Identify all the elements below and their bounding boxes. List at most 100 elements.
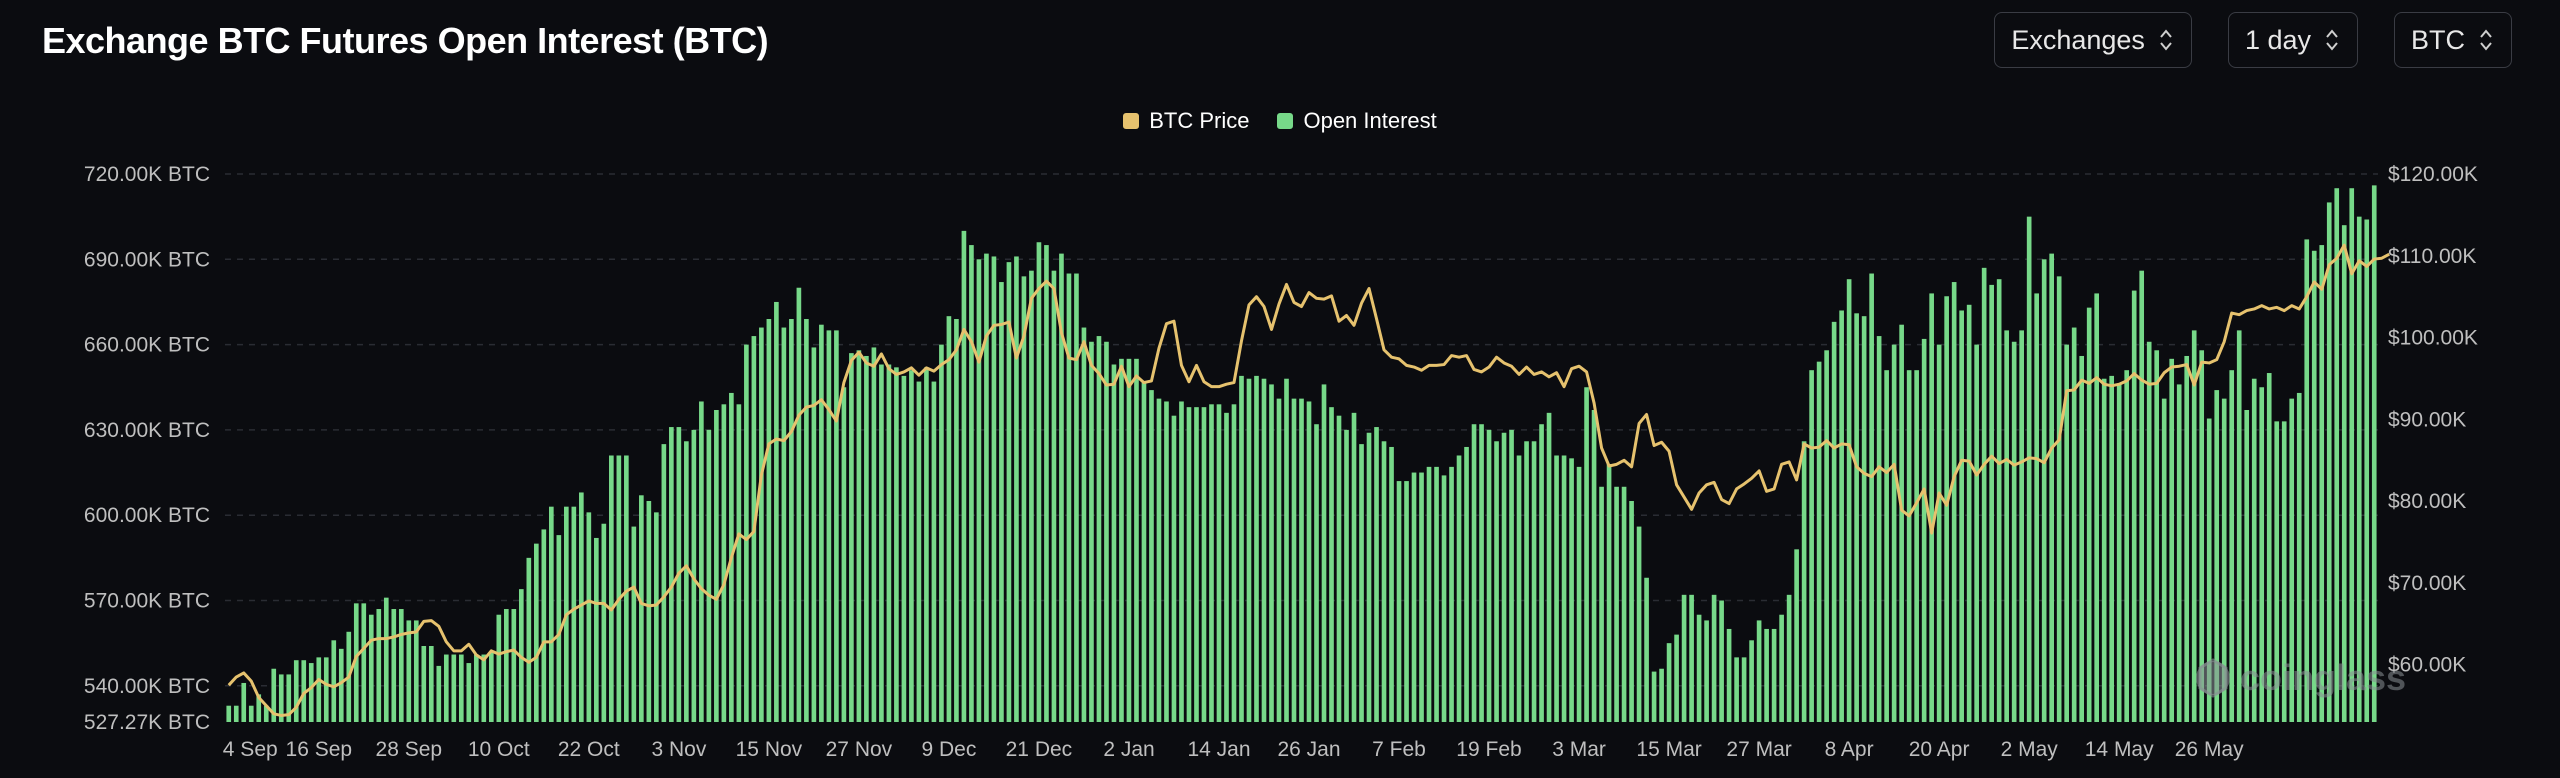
open-interest-bar[interactable] bbox=[488, 651, 494, 722]
open-interest-bar[interactable] bbox=[811, 347, 817, 722]
open-interest-bar[interactable] bbox=[2056, 276, 2062, 722]
open-interest-bar[interactable] bbox=[789, 319, 794, 722]
open-interest-bar[interactable] bbox=[473, 654, 479, 722]
open-interest-bar[interactable] bbox=[1216, 404, 1222, 722]
open-interest-bar[interactable] bbox=[526, 557, 532, 722]
open-interest-bar[interactable] bbox=[1681, 594, 1687, 722]
open-interest-bar[interactable] bbox=[1711, 594, 1717, 722]
open-interest-bar[interactable] bbox=[2071, 327, 2077, 722]
open-interest-bar[interactable] bbox=[1644, 577, 1649, 722]
open-interest-bar[interactable] bbox=[586, 512, 592, 722]
open-interest-bar[interactable] bbox=[1284, 378, 1289, 722]
open-interest-bar[interactable] bbox=[1096, 336, 1102, 722]
open-interest-bar[interactable] bbox=[368, 614, 374, 722]
open-interest-bar[interactable] bbox=[1494, 441, 1499, 722]
open-interest-bar[interactable] bbox=[796, 287, 802, 722]
open-interest-bar[interactable] bbox=[233, 705, 239, 722]
open-interest-bar[interactable] bbox=[1659, 668, 1664, 722]
open-interest-bar[interactable] bbox=[1419, 472, 1424, 722]
open-interest-bar[interactable] bbox=[1704, 620, 1709, 722]
open-interest-bar[interactable] bbox=[1786, 594, 1792, 722]
open-interest-bar[interactable] bbox=[2101, 378, 2107, 722]
open-interest-bar[interactable] bbox=[2041, 259, 2047, 722]
open-interest-bar[interactable] bbox=[1104, 341, 1109, 722]
open-interest-bar[interactable] bbox=[1231, 404, 1237, 722]
open-interest-bar[interactable] bbox=[1366, 432, 1372, 722]
open-interest-bar[interactable] bbox=[466, 663, 472, 722]
open-interest-bar[interactable] bbox=[1861, 316, 1867, 722]
open-interest-bar[interactable] bbox=[2131, 290, 2137, 722]
open-interest-bar[interactable] bbox=[1291, 398, 1297, 722]
open-interest-bar[interactable] bbox=[1921, 338, 1927, 722]
open-interest-bar[interactable] bbox=[1516, 455, 1522, 722]
open-interest-bar[interactable] bbox=[1876, 336, 1882, 722]
open-interest-bar[interactable] bbox=[849, 353, 854, 722]
open-interest-bar[interactable] bbox=[1951, 282, 1957, 722]
open-interest-bar[interactable] bbox=[241, 682, 247, 722]
open-interest-bar[interactable] bbox=[1119, 358, 1124, 722]
open-interest-bar[interactable] bbox=[2341, 225, 2347, 722]
open-interest-bar[interactable] bbox=[1869, 273, 1874, 722]
open-interest-bar[interactable] bbox=[2064, 344, 2069, 722]
open-interest-bar[interactable] bbox=[2274, 421, 2280, 722]
open-interest-bar[interactable] bbox=[293, 660, 299, 722]
open-interest-bar[interactable] bbox=[1726, 628, 1732, 722]
open-interest-bar[interactable] bbox=[1164, 401, 1169, 722]
open-interest-bar[interactable] bbox=[1764, 628, 1769, 722]
open-interest-bar[interactable] bbox=[2154, 350, 2160, 722]
open-interest-bar[interactable] bbox=[1464, 446, 1469, 722]
open-interest-bar[interactable] bbox=[2236, 330, 2242, 722]
open-interest-bar[interactable] bbox=[1066, 273, 1072, 722]
open-interest-bar[interactable] bbox=[2176, 384, 2182, 722]
open-interest-bar[interactable] bbox=[901, 375, 907, 722]
open-interest-bar[interactable] bbox=[1621, 486, 1627, 722]
open-interest-bar[interactable] bbox=[316, 657, 322, 722]
open-interest-bar[interactable] bbox=[1839, 310, 1844, 722]
open-interest-bar[interactable] bbox=[1261, 378, 1267, 722]
open-interest-bar[interactable] bbox=[1306, 401, 1312, 722]
open-interest-bar[interactable] bbox=[1134, 358, 1139, 722]
open-interest-bar[interactable] bbox=[308, 663, 314, 722]
open-interest-bar[interactable] bbox=[2281, 421, 2287, 722]
open-interest-bar[interactable] bbox=[1989, 284, 1994, 722]
open-interest-bar[interactable] bbox=[736, 404, 742, 722]
open-interest-bar[interactable] bbox=[819, 324, 824, 722]
open-interest-bar[interactable] bbox=[699, 401, 704, 722]
open-interest-bar[interactable] bbox=[1584, 387, 1589, 722]
open-interest-bar[interactable] bbox=[1479, 424, 1484, 722]
open-interest-bar[interactable] bbox=[451, 654, 457, 722]
open-interest-bar[interactable] bbox=[1831, 321, 1837, 722]
open-interest-bar[interactable] bbox=[2019, 330, 2024, 722]
open-interest-bar[interactable] bbox=[706, 429, 712, 722]
open-interest-bar[interactable] bbox=[2146, 341, 2152, 722]
open-interest-bar[interactable] bbox=[1944, 296, 1949, 722]
open-interest-bar[interactable] bbox=[361, 603, 367, 722]
open-interest-bar[interactable] bbox=[1059, 253, 1064, 723]
open-interest-bar[interactable] bbox=[1224, 412, 1229, 722]
open-interest-bar[interactable] bbox=[1239, 375, 1244, 722]
open-interest-bar[interactable] bbox=[714, 410, 719, 722]
open-interest-bar[interactable] bbox=[1749, 640, 1754, 722]
btc-price-line[interactable] bbox=[227, 243, 2390, 717]
open-interest-bar[interactable] bbox=[1591, 410, 1597, 722]
open-interest-bar[interactable] bbox=[759, 327, 764, 722]
open-interest-bar[interactable] bbox=[2109, 375, 2115, 722]
open-interest-bar[interactable] bbox=[1531, 441, 1537, 722]
open-interest-bar[interactable] bbox=[1299, 398, 1304, 722]
open-interest-bar[interactable] bbox=[1014, 256, 1019, 722]
open-interest-bar[interactable] bbox=[271, 668, 277, 722]
open-interest-bar[interactable] bbox=[1486, 429, 1492, 722]
open-interest-bar[interactable] bbox=[301, 660, 307, 722]
open-interest-bar[interactable] bbox=[1141, 381, 1147, 722]
open-interest-bar[interactable] bbox=[1269, 384, 1274, 722]
open-interest-bar[interactable] bbox=[1344, 429, 1349, 722]
open-interest-bar[interactable] bbox=[1426, 466, 1432, 722]
open-interest-bar[interactable] bbox=[1801, 441, 1807, 722]
open-interest-bar[interactable] bbox=[894, 367, 899, 722]
open-interest-bar[interactable] bbox=[1524, 441, 1529, 722]
open-interest-bar[interactable] bbox=[2251, 378, 2257, 722]
open-interest-bar[interactable] bbox=[248, 705, 254, 722]
open-interest-bar[interactable] bbox=[2116, 384, 2122, 722]
open-interest-bar[interactable] bbox=[541, 529, 547, 722]
open-interest-bar[interactable] bbox=[1629, 500, 1634, 722]
